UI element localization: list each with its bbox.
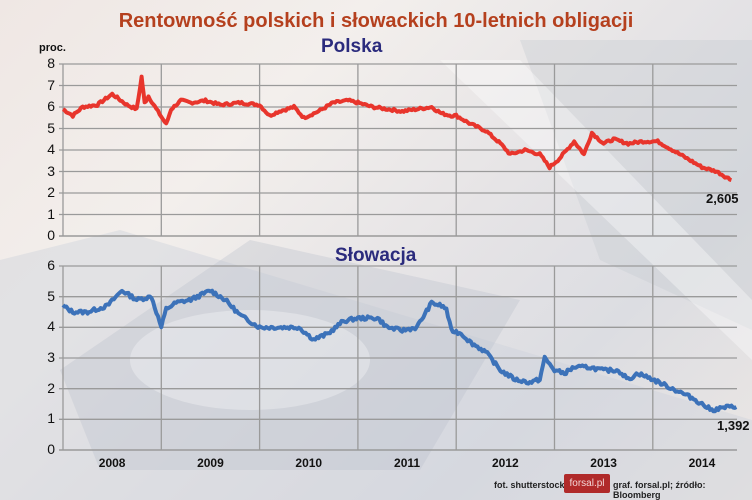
sk-y-tick-label: 4	[47, 318, 55, 335]
chart-title: Rentowność polskich i słowackich 10-letn…	[118, 10, 634, 32]
poland-end-value-label: 2,605	[706, 191, 739, 206]
x-tick-label: 2012	[491, 456, 519, 470]
y-axis-unit-label: proc.	[39, 42, 66, 54]
sk-y-tick-label: 5	[47, 287, 55, 304]
pl-y-tick-label: 7	[47, 76, 55, 93]
x-tick-label: 2010	[295, 456, 323, 470]
pl-y-tick-label: 6	[47, 98, 55, 114]
sk-y-tick-label: 2	[47, 379, 55, 396]
sk-y-tick-label: 1	[47, 410, 55, 427]
pl-y-tick-label: 0	[47, 227, 55, 243]
x-tick-label: 2011	[394, 456, 421, 470]
slovakia-end-value-label: 1,392	[717, 418, 750, 433]
pl-y-tick-label: 2	[47, 184, 55, 200]
source-credit: graf. forsal.pl; źródło: Bloomberg	[613, 480, 706, 500]
poland-chart-subtitle: Polska	[321, 36, 383, 57]
sk-y-tick-label: 3	[47, 349, 55, 365]
slovakia-chart-subtitle: Słowacja	[335, 245, 417, 266]
sk-y-tick-label: 0	[47, 441, 55, 457]
sk-y-tick-label: 6	[47, 257, 55, 273]
x-tick-label: 2013	[590, 456, 617, 470]
x-tick-label: 2009	[197, 456, 224, 470]
x-tick-label: 2008	[98, 456, 126, 470]
slovakia-yield-line	[61, 288, 738, 414]
photo-credit: fot. shutterstock	[494, 480, 565, 490]
pl-y-tick-label: 5	[47, 119, 55, 136]
pl-y-tick-label: 1	[47, 205, 55, 222]
forsal-logo: forsal.pl	[564, 474, 610, 493]
poland-yield-line	[62, 74, 732, 183]
x-tick-label: 2014	[688, 456, 716, 470]
pl-y-tick-label: 3	[47, 162, 55, 179]
pl-y-tick-label: 4	[47, 141, 55, 157]
pl-y-tick-label: 8	[47, 55, 55, 71]
